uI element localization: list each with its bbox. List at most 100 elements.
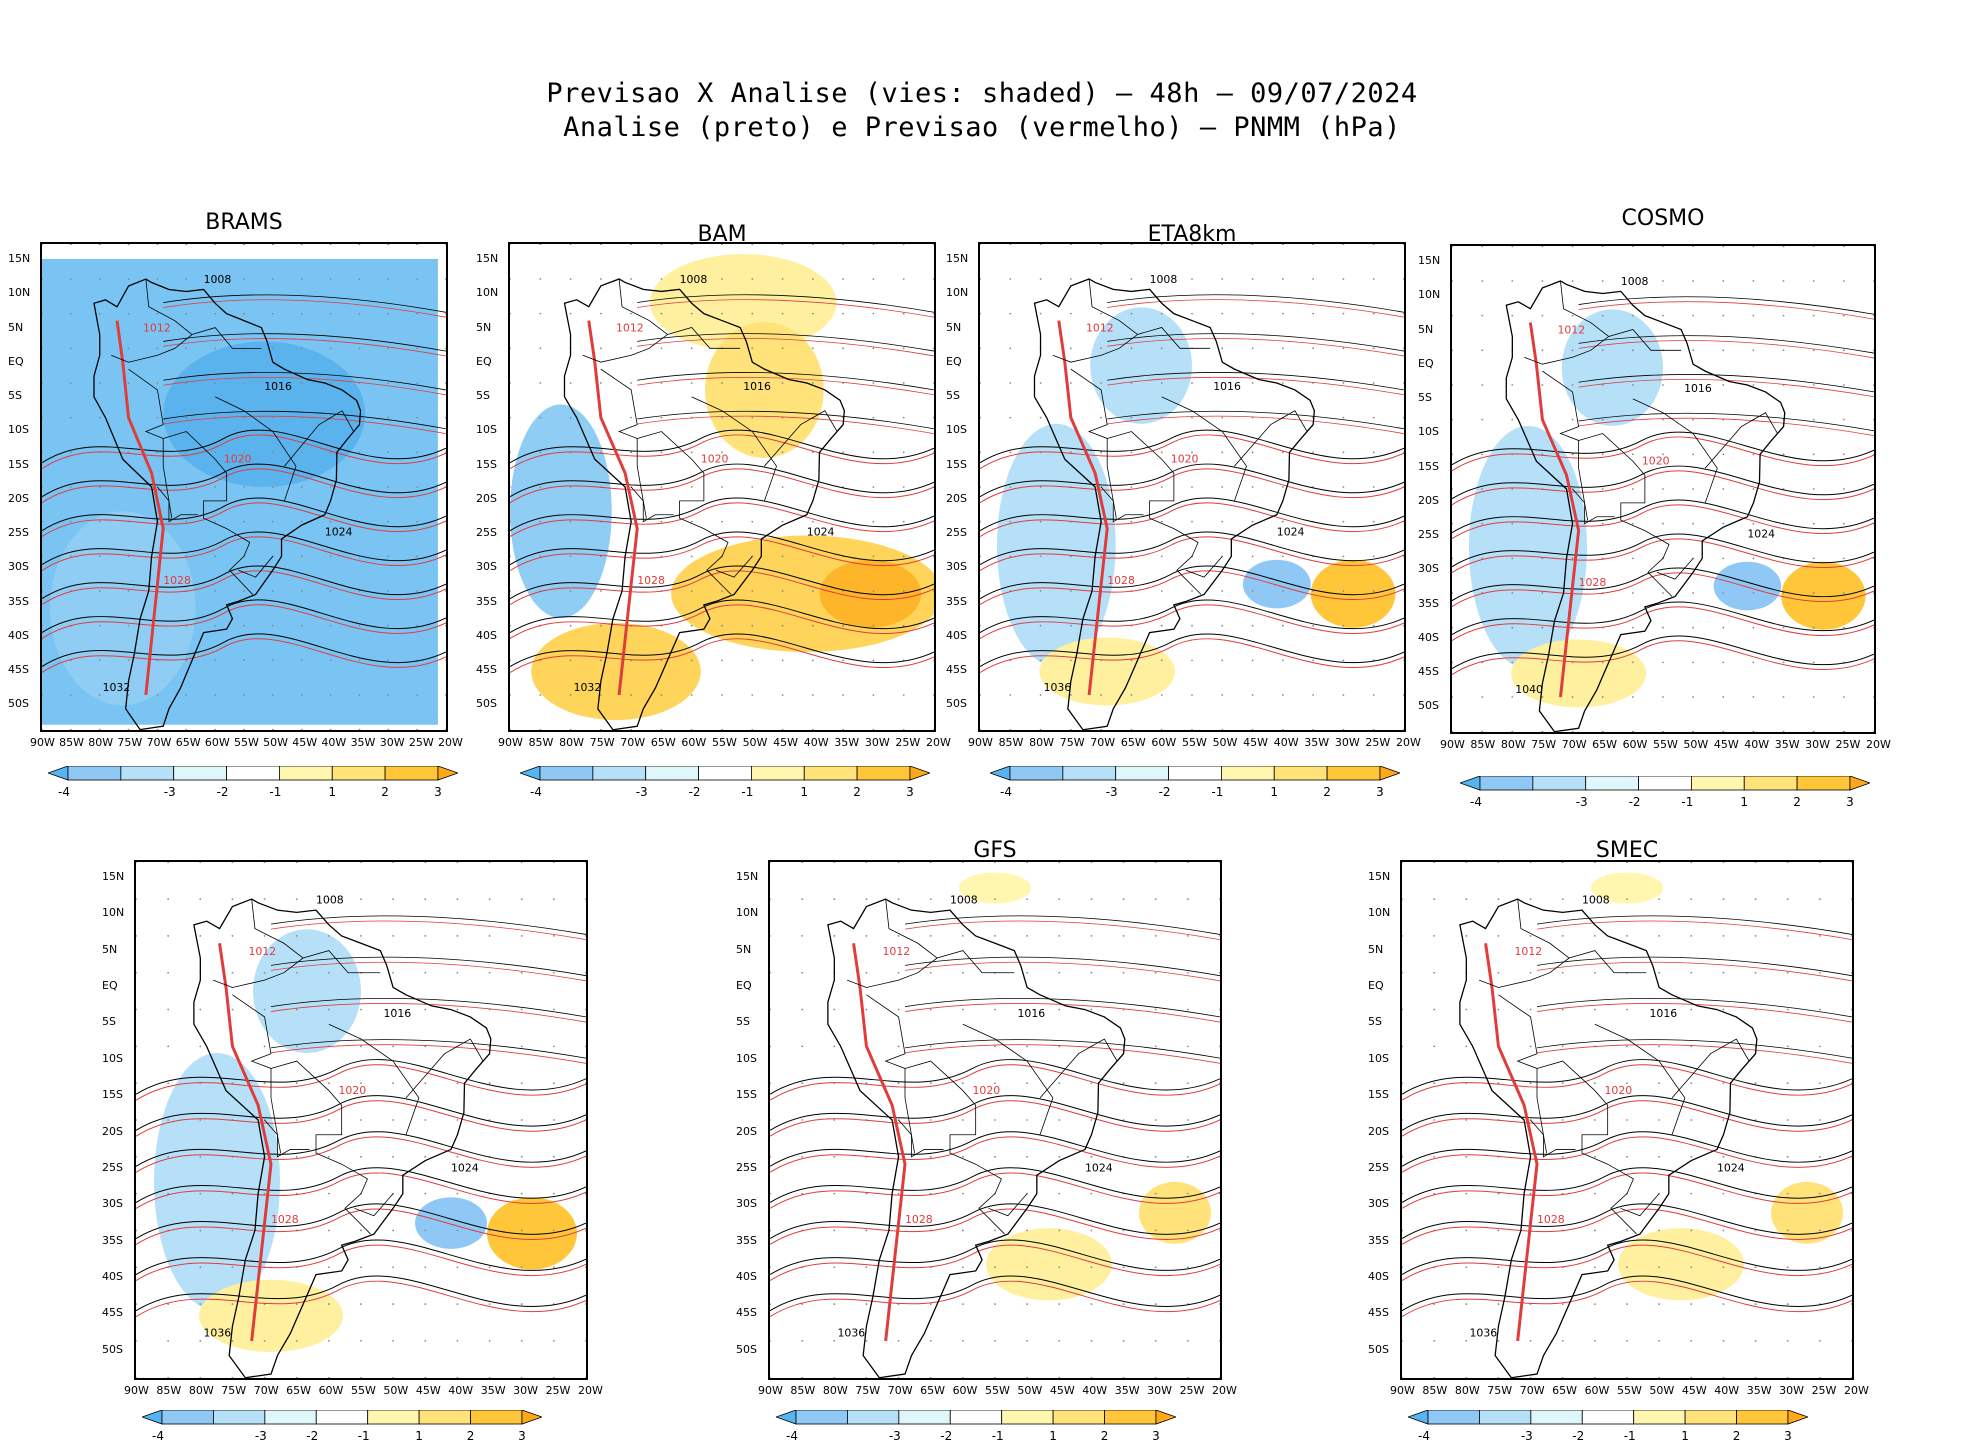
- contour-label: 1028: [1537, 1213, 1565, 1226]
- lat-label: 5N: [8, 320, 24, 334]
- lat-label: 10N: [476, 286, 499, 300]
- colorbar-segment: [795, 1409, 848, 1425]
- lon-label: 75W: [855, 1384, 881, 1397]
- lon-label: 30W: [1805, 738, 1831, 751]
- title-line-2: Analise (preto) e Previsao (vermelho) – …: [563, 112, 1401, 143]
- lat-label: 5N: [736, 942, 752, 956]
- lon-label: 25W: [545, 1384, 571, 1397]
- andes-contours: [218, 943, 273, 1342]
- lat-label: 20S: [736, 1124, 757, 1138]
- lon-label: 85W: [156, 1384, 182, 1397]
- lon-label: 25W: [1179, 1384, 1205, 1397]
- colorbar-label: -1: [358, 1429, 370, 1443]
- colorbar-segment: [592, 765, 647, 781]
- contour-label: 1036: [1470, 1326, 1498, 1339]
- lat-label: 35S: [8, 594, 29, 608]
- lat-label: 35S: [736, 1233, 757, 1247]
- map-panel-gfs: 1008 1012 1016 1020 1024 1028 1036: [768, 860, 1222, 1380]
- colorbar-segment: [437, 765, 460, 781]
- lat-label: 15N: [946, 252, 969, 265]
- lat-label: 10S: [8, 423, 29, 437]
- colorbar-label: -1: [992, 1429, 1004, 1443]
- lat-label: 5N: [1418, 322, 1434, 336]
- lat-label: 25S: [8, 526, 29, 540]
- contour-label: 1040: [1515, 683, 1543, 696]
- colorbar-label: -4: [786, 1429, 798, 1443]
- lat-label: 30S: [102, 1197, 123, 1211]
- contour-label: 1012: [143, 322, 171, 335]
- lat-label: 5S: [946, 389, 960, 403]
- lon-label: 20W: [438, 736, 463, 749]
- lon-label: 45W: [773, 736, 799, 749]
- colorbar-segment: [774, 1409, 797, 1425]
- lon-label: 30W: [1779, 1384, 1805, 1397]
- lat-label: 5S: [8, 389, 22, 403]
- grid-dots: [770, 862, 1220, 1378]
- colorbar-label: 3: [518, 1429, 526, 1443]
- lon-label: 90W: [30, 736, 55, 749]
- colorbar-segment: [1001, 1409, 1054, 1425]
- lon-label: 35W: [1774, 738, 1800, 751]
- colorbar-segment: [698, 765, 752, 781]
- lon-label: 90W: [498, 736, 523, 749]
- lon-label: 75W: [589, 736, 615, 749]
- colorbar-label: 2: [1733, 1429, 1741, 1443]
- contour-label: 1020: [339, 1084, 367, 1097]
- lat-label: 25S: [476, 526, 497, 540]
- colorbar-label: -1: [1624, 1429, 1636, 1443]
- contour-label: 1028: [905, 1213, 933, 1226]
- isobars: [510, 294, 934, 673]
- contour-label: 1008: [1621, 275, 1649, 288]
- lat-label: 50S: [476, 697, 497, 711]
- lat-label: 15N: [8, 252, 31, 265]
- contour-label: 1012: [1515, 945, 1543, 958]
- colorbar-label: -3: [1521, 1429, 1533, 1443]
- colorbar-segment: [264, 1409, 317, 1425]
- lat-label: 10S: [946, 423, 967, 437]
- lat-label: 20S: [102, 1124, 123, 1138]
- colorbar-segment: [645, 765, 699, 781]
- colorbar-segment: [226, 765, 280, 781]
- contour-label: 1024: [1085, 1162, 1113, 1175]
- lon-label: 70W: [253, 1384, 279, 1397]
- lon-label: 25W: [408, 736, 434, 749]
- lat-label: 35S: [1418, 596, 1439, 610]
- lon-label: 45W: [1681, 1384, 1707, 1397]
- lon-label: 60W: [1622, 738, 1648, 751]
- lat-label: 40S: [1368, 1270, 1389, 1283]
- colorbar: -4-3-2-11234: [1406, 1409, 1843, 1444]
- contour-label: 1012: [1558, 324, 1586, 337]
- lon-label: 85W: [1470, 738, 1496, 751]
- lat-label: EQ: [476, 354, 492, 368]
- lon-label: 85W: [998, 736, 1024, 749]
- colorbar-segment: [331, 765, 386, 781]
- contour-label: 1024: [1747, 528, 1775, 541]
- lat-label: 20S: [946, 491, 967, 505]
- colorbar-segment: [988, 765, 1011, 781]
- lon-label: 75W: [221, 1384, 247, 1397]
- colorbar-label: -3: [1576, 795, 1588, 809]
- lat-label: 15S: [946, 457, 967, 471]
- lat-label: 30S: [476, 560, 497, 574]
- andes-contours: [587, 320, 639, 696]
- colorbar-segment: [1062, 765, 1117, 781]
- isobars: [136, 915, 586, 1318]
- lat-label: 5N: [102, 942, 118, 956]
- lat-label: 50S: [102, 1342, 123, 1356]
- lon-label: 65W: [650, 736, 676, 749]
- lon-label: 45W: [415, 1384, 441, 1397]
- lat-label: 10S: [476, 423, 497, 437]
- lat-label: 10N: [1368, 906, 1391, 920]
- contour-label: 1036: [204, 1326, 232, 1339]
- andes-contours: [1528, 322, 1581, 698]
- colorbar-segment: [521, 1409, 544, 1425]
- lon-label: 90W: [124, 1384, 149, 1397]
- lon-label: 25W: [1811, 1384, 1837, 1397]
- panel-title-1: BRAMS: [205, 210, 283, 235]
- colorbar-segment: [161, 1409, 214, 1425]
- grid-dots: [980, 244, 1404, 730]
- colorbar-segment: [1155, 1409, 1178, 1425]
- lat-label: 30S: [946, 560, 967, 574]
- lon-label: 50W: [1683, 738, 1709, 751]
- lon-label: 50W: [383, 1384, 409, 1397]
